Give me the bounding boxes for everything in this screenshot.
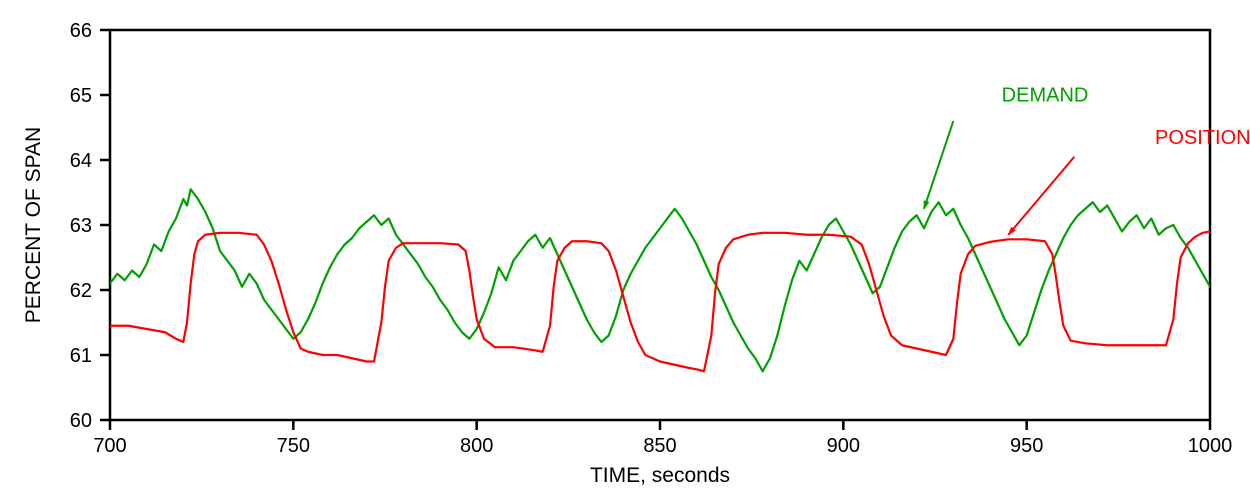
y-tick-label: 66 (70, 20, 92, 42)
y-tick-label: 60 (70, 410, 92, 432)
chart-container: 700 750 800 850 900 950 1000 60 61 62 63 64 65 66 TIME… (0, 0, 1250, 500)
x-tick-label: 1000 (1188, 435, 1233, 457)
x-tick-label: 950 (1010, 435, 1043, 457)
y-tick-label: 61 (70, 345, 92, 367)
line-chart: 700 750 800 850 900 950 1000 60 61 62 63 64 65 66 TIME… (0, 0, 1250, 500)
y-tick-label: 63 (70, 215, 92, 237)
legend-position: POSITION (1155, 127, 1250, 149)
x-tick-label: 900 (827, 435, 860, 457)
x-tick-label: 700 (93, 435, 126, 457)
y-axis-label: PERCENT OF SPAN (22, 127, 45, 323)
y-tick-label: 65 (70, 85, 92, 107)
chart-background (0, 0, 1250, 500)
legend-demand: DEMAND (1002, 85, 1089, 107)
x-tick-label: 750 (277, 435, 310, 457)
y-tick-label: 62 (70, 280, 92, 302)
y-tick-label: 64 (70, 150, 92, 172)
x-tick-label: 850 (643, 435, 676, 457)
x-tick-label: 800 (460, 435, 493, 457)
x-axis-label: TIME, seconds (590, 464, 730, 487)
